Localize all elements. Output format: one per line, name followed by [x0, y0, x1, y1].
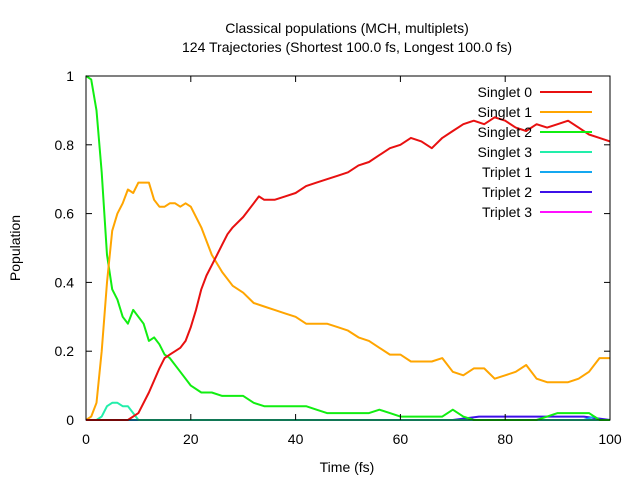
- x-tick-label: 40: [288, 431, 304, 447]
- series-line-1: [85, 181, 610, 421]
- x-tick-label: 80: [497, 431, 513, 447]
- x-tick-label: 0: [82, 431, 90, 447]
- legend-label-2: Singlet 2: [478, 124, 533, 140]
- y-tick-label: 0.8: [55, 137, 75, 153]
- legend-label-5: Triplet 2: [482, 184, 532, 200]
- legend-label-1: Singlet 1: [478, 104, 533, 120]
- legend: Singlet 0 Singlet 1 Singlet 2 Singlet 3 Trip…: [478, 84, 592, 220]
- x-tick-label: 20: [183, 431, 199, 447]
- series-line-0: [86, 116, 611, 421]
- y-tick-label: 0.6: [55, 206, 75, 222]
- legend-label-3: Singlet 3: [478, 144, 533, 160]
- plot-frame: [85, 75, 611, 421]
- chart-subtitle: 124 Trajectories (Shortest 100.0 fs, Lon…: [182, 39, 512, 55]
- y-tick-label: 0: [66, 412, 74, 428]
- y-tick-label: 1: [66, 68, 74, 84]
- x-tick-label: 60: [393, 431, 409, 447]
- y-tick-label: 0.4: [55, 274, 75, 290]
- chart-title: Classical populations (MCH, multiplets): [225, 20, 469, 36]
- x-axis-label: Time (fs): [320, 459, 375, 475]
- y-tick-label: 0.2: [55, 343, 75, 359]
- legend-label-0: Singlet 0: [478, 84, 533, 100]
- y-axis-label: Population: [7, 215, 23, 281]
- legend-label-4: Triplet 1: [482, 164, 532, 180]
- legend-label-6: Triplet 3: [482, 204, 532, 220]
- x-tick-label: 100: [598, 431, 622, 447]
- axis-ticks: 0 20 40 60 80 100 0 0.2 0.4 0.6 0.8 1: [55, 68, 622, 447]
